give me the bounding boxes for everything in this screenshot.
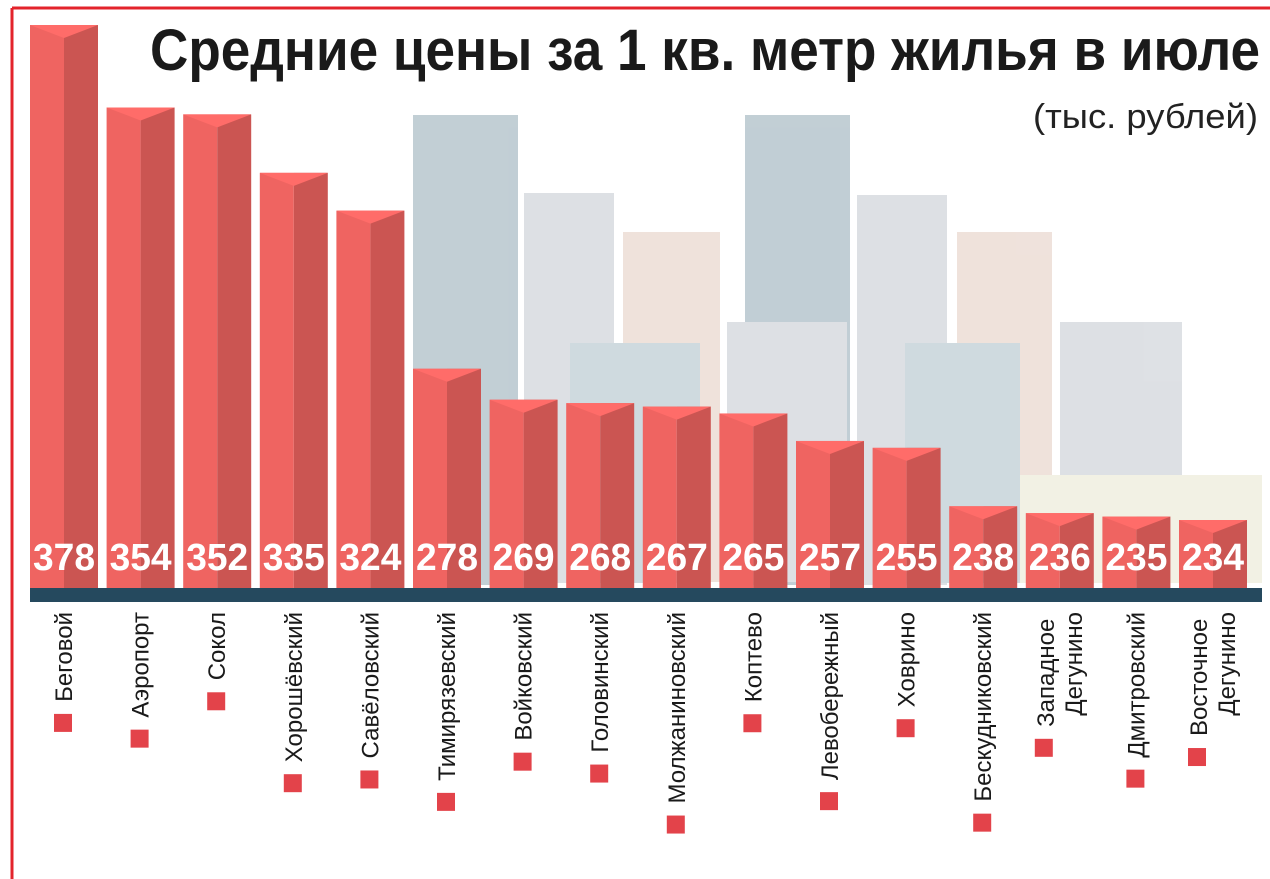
category-label: Левобережный	[817, 612, 844, 780]
value-label: 234	[1182, 537, 1244, 579]
category-label: Коптево	[740, 612, 767, 702]
bar-face-right	[294, 173, 328, 588]
value-label: 278	[416, 537, 478, 579]
category-label: Восточное Дегунино	[1186, 612, 1241, 736]
legend-square	[360, 770, 378, 788]
legend-square	[1188, 748, 1206, 766]
category-label: Тимирязевский	[434, 612, 461, 781]
bar-face-left	[260, 173, 294, 588]
bar-face-right	[217, 114, 251, 588]
legend-square	[667, 816, 685, 834]
bar-face-right	[64, 25, 98, 588]
bar-face-left	[336, 211, 370, 588]
category-label: Западное Дегунино	[1033, 612, 1088, 727]
value-label: 354	[110, 537, 172, 579]
category-label: Хорошёвский	[281, 612, 308, 762]
legend-square	[1035, 739, 1053, 757]
value-label: 255	[876, 537, 938, 579]
bar-face-right	[370, 211, 404, 588]
legend-square	[207, 692, 225, 710]
bar	[107, 108, 175, 589]
chart: Средние цены за 1 кв. метр жилья в июле …	[0, 0, 1270, 879]
category-label: Войковский	[511, 612, 538, 741]
legend-square	[743, 714, 761, 732]
category-label: Молжаниновский	[664, 612, 691, 804]
legend-square	[590, 765, 608, 783]
category-label: Сокол	[204, 612, 231, 680]
category-label: Головинский	[587, 612, 614, 753]
category-label: Савёловский	[357, 612, 384, 758]
category-label: Ховрино	[894, 612, 921, 707]
value-label: 235	[1105, 537, 1167, 579]
bar	[260, 173, 328, 588]
bar-face-left	[183, 114, 217, 588]
value-label: 378	[33, 537, 95, 579]
legend-square	[54, 714, 72, 732]
page: {"chart_data":{"type":"bar","title":"Сре…	[0, 0, 1270, 879]
baseline	[30, 588, 1262, 602]
bar	[30, 25, 98, 588]
bar-face-left	[107, 108, 141, 589]
chart-title: Средние цены за 1 кв. метр жилья в июле	[150, 18, 1260, 83]
legend-square	[514, 753, 532, 771]
legend-square	[1126, 770, 1144, 788]
category-label: Бескудниковский	[970, 612, 997, 802]
legend-square	[897, 719, 915, 737]
category-label: Беговой	[51, 612, 78, 702]
value-label: 324	[339, 537, 401, 579]
category-label: Дмитровский	[1123, 612, 1150, 758]
value-label: 268	[569, 537, 631, 579]
value-label: 267	[646, 537, 708, 579]
value-label: 236	[1029, 537, 1091, 579]
legend-square	[437, 793, 455, 811]
chart-subtitle: (тыс. рублей)	[1033, 98, 1258, 136]
bar-face-right	[141, 108, 175, 589]
value-label: 238	[952, 537, 1014, 579]
legend-square	[820, 792, 838, 810]
legend-square	[973, 814, 991, 832]
category-label: Аэропорт	[128, 612, 155, 718]
legend-square	[284, 774, 302, 792]
bar-face-left	[30, 25, 64, 588]
value-label: 269	[493, 537, 555, 579]
labels: Беговой Аэропорт Сокол Хорошёвский Савёловск…	[51, 612, 1241, 834]
value-label: 352	[186, 537, 248, 579]
bar	[183, 114, 251, 588]
legend-square	[131, 730, 149, 748]
value-label: 265	[722, 537, 784, 579]
bar	[336, 211, 404, 588]
value-label: 335	[263, 537, 325, 579]
value-label: 257	[799, 537, 861, 579]
